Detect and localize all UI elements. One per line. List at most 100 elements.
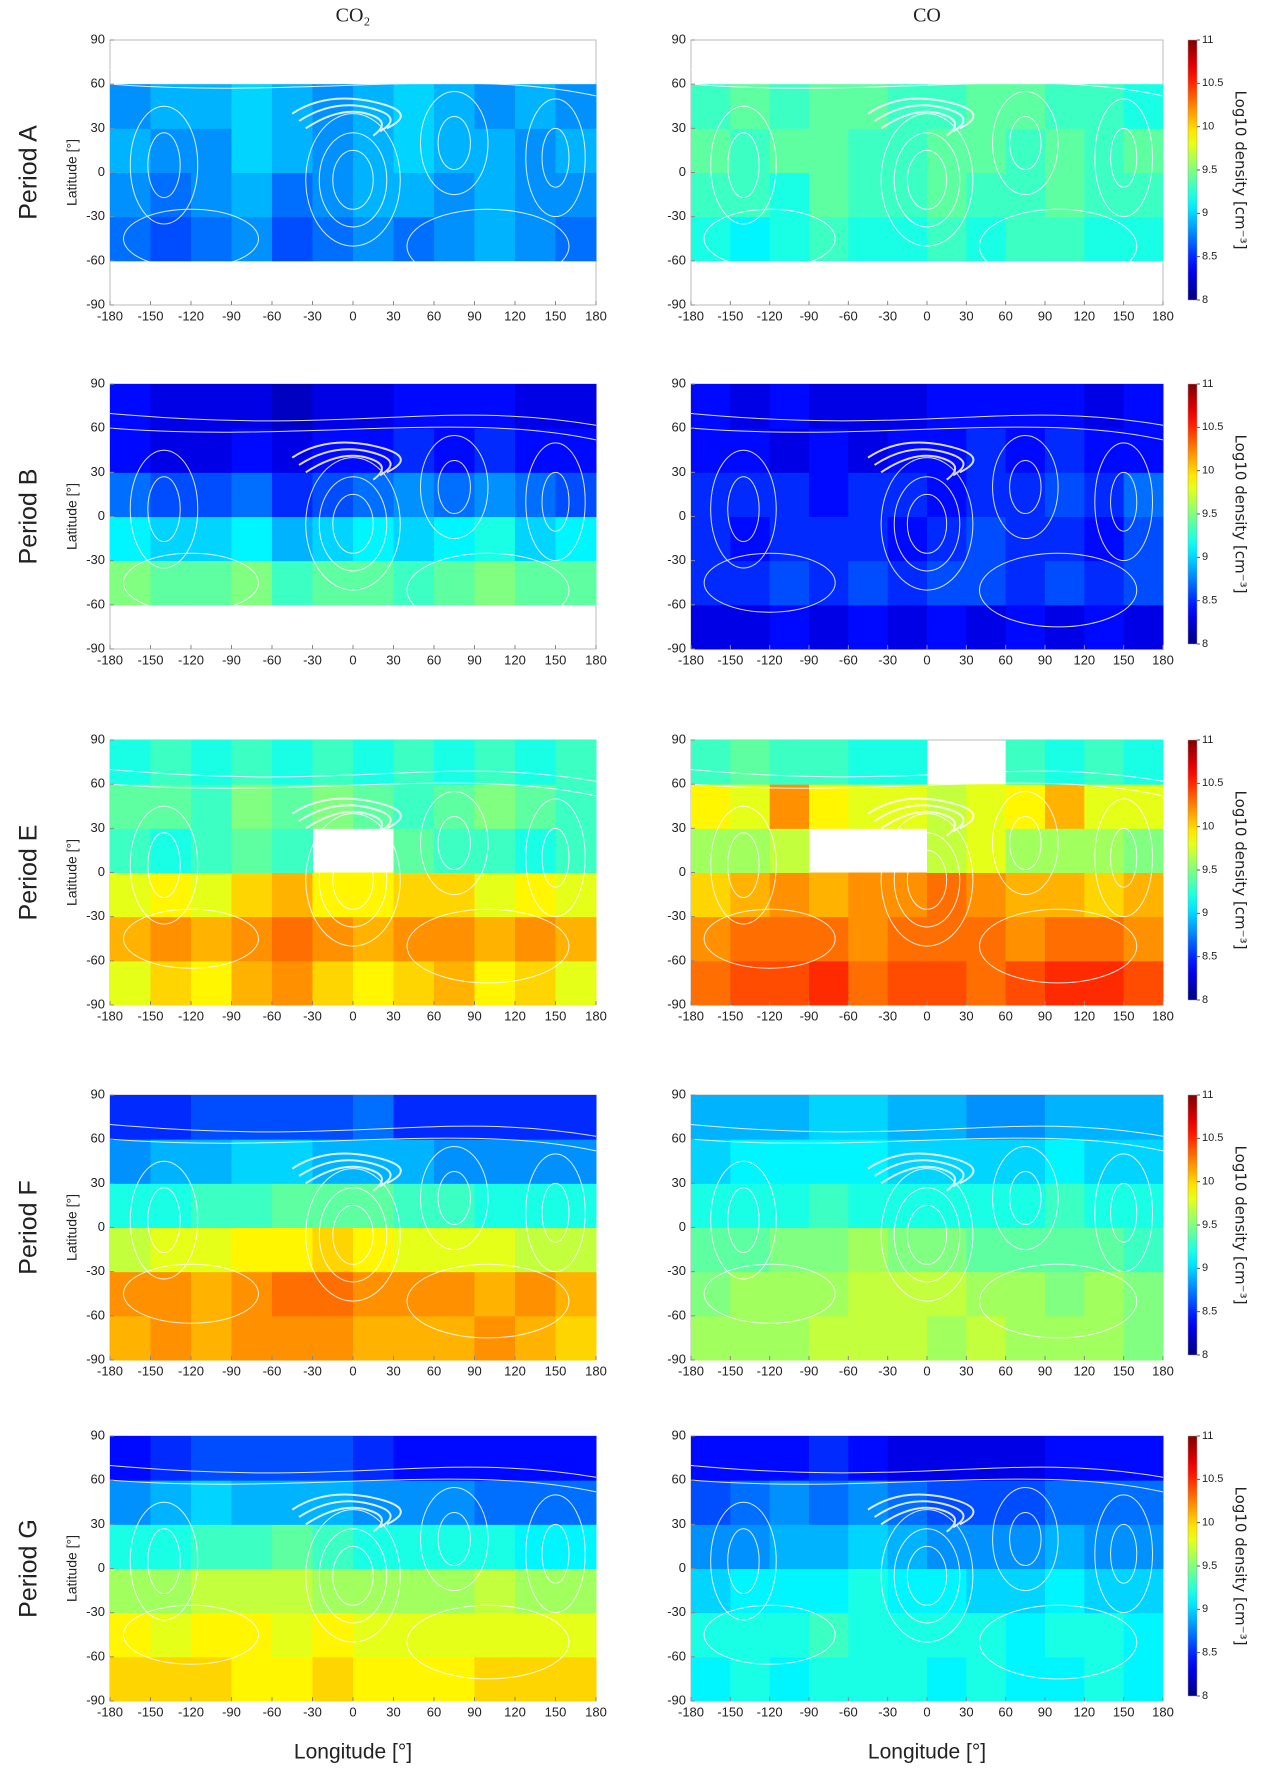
heat-cell (966, 128, 1007, 173)
row-label: Period E (15, 825, 43, 921)
heat-cell (312, 1656, 354, 1702)
heat-cell (1123, 1568, 1164, 1614)
x-tick-label: 60 (427, 1008, 441, 1023)
heat-cell (555, 1524, 597, 1569)
y-tick-label: -60 (86, 1648, 105, 1663)
heat-cell (809, 1227, 849, 1273)
contour-line (541, 1182, 570, 1243)
heat-cell (515, 216, 556, 262)
contour-line (123, 1604, 259, 1665)
x-axis-label: Longitude [°] (868, 1741, 986, 1764)
contour-line (1110, 1182, 1138, 1243)
y-tick-label: 30 (672, 464, 686, 479)
contour-line (893, 476, 961, 572)
x-tick-label: 150 (1113, 652, 1135, 667)
heat-cell (474, 216, 516, 262)
contour-line (691, 1478, 1163, 1493)
heat-cell (927, 1436, 967, 1481)
heat-cell (312, 384, 354, 429)
heat-cell (110, 516, 151, 562)
heat-cell (769, 1480, 810, 1525)
heat-cell (191, 84, 232, 129)
row-label: Period F (15, 1180, 43, 1274)
heat-cell (474, 1524, 516, 1569)
heat-cell (231, 428, 273, 473)
colorbar-tick-label: 11 (1202, 734, 1213, 746)
heat-cell (515, 428, 556, 473)
contour-line (129, 805, 199, 925)
y-tick-label: -30 (86, 208, 105, 223)
heat-cell (1123, 1315, 1164, 1361)
contour-line (305, 810, 383, 837)
x-tick-label: -180 (97, 1704, 123, 1719)
contour-line (437, 116, 471, 171)
heat-cell (434, 1612, 475, 1658)
heat-cell (927, 1271, 967, 1317)
heat-cell (231, 828, 273, 873)
colorbar-tick-label: 10.5 (1202, 777, 1223, 789)
heat-cell (1084, 1139, 1125, 1184)
colorbar-tick-label: 8 (1202, 994, 1208, 1006)
x-tick-label: 180 (1152, 1008, 1174, 1023)
colorbar-tick-label: 8.5 (1202, 1306, 1217, 1318)
contour-line (727, 476, 760, 543)
heat-cell (110, 784, 151, 829)
heat-cell (474, 1612, 516, 1658)
heat-cell (1005, 1315, 1046, 1361)
heat-cell (150, 1095, 192, 1140)
x-tick-label: 60 (998, 1008, 1012, 1023)
contour-line (880, 1165, 956, 1192)
contour-line (147, 1528, 181, 1595)
heat-cell (848, 1315, 889, 1361)
y-tick-label: -30 (667, 1604, 686, 1619)
contour-line (992, 1487, 1059, 1592)
heat-cell (231, 1524, 273, 1569)
heat-cell (691, 1612, 731, 1658)
heat-cell (515, 960, 556, 1006)
heat-cell (555, 172, 597, 218)
heat-cell (393, 960, 435, 1006)
heat-cell (966, 784, 1007, 829)
colorbar-tick-label: 10.5 (1202, 421, 1223, 433)
x-tick-label: 30 (386, 1363, 400, 1378)
heat-cell (848, 916, 889, 962)
contour-line (1009, 1512, 1042, 1567)
heat-cell (1045, 1436, 1085, 1481)
heat-cell (150, 1315, 192, 1361)
heat-cell (150, 1183, 192, 1228)
heat-cell (515, 1436, 556, 1481)
contour-line (710, 449, 777, 569)
heat-cell (110, 1271, 151, 1317)
heat-cell (730, 1139, 771, 1184)
y-tick-label: 30 (672, 820, 686, 835)
heat-cell (515, 128, 556, 173)
contour-line (867, 97, 975, 130)
colorbar-tick-label: 9.5 (1202, 1560, 1217, 1572)
heat-cell (110, 384, 151, 429)
x-tick-label: -120 (757, 652, 783, 667)
column-title: CO (913, 5, 941, 27)
heat-cell (887, 1524, 928, 1569)
heat-cell (691, 740, 731, 785)
contour-line (880, 110, 956, 137)
contour-line (291, 797, 402, 830)
contours (691, 68, 1163, 284)
contour-line (727, 1528, 760, 1595)
heat-cell (1045, 784, 1085, 829)
x-tick-label: -30 (303, 1363, 322, 1378)
colorbar-tick-label: 8.5 (1202, 595, 1217, 607)
x-tick-label: 150 (1113, 308, 1135, 323)
heat-cell (730, 828, 771, 873)
heat-cell (393, 84, 435, 129)
heat-cell (150, 428, 192, 473)
heat-cell (691, 560, 731, 606)
heat-cell (555, 1436, 597, 1481)
y-tick-label: 0 (98, 508, 105, 523)
contour-line (525, 442, 586, 562)
contours (110, 68, 596, 284)
contour-line (123, 208, 259, 269)
x-tick-label: 90 (1038, 1704, 1052, 1719)
y-tick-label: 60 (91, 1131, 105, 1146)
heat-cell (312, 1436, 354, 1481)
heat-cell (769, 84, 810, 129)
